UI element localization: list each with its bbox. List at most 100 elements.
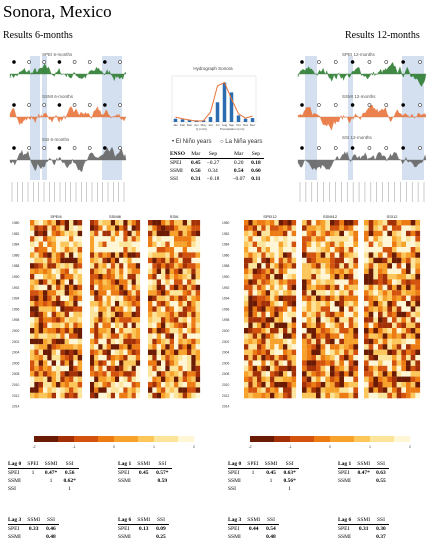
heatmap-cell (152, 220, 157, 226)
heatmap-cell (156, 230, 162, 237)
enso-year-marker (317, 60, 321, 64)
heatmap-cell (270, 344, 275, 350)
heatmap-cell (90, 301, 95, 307)
heatmap-cell (387, 328, 393, 334)
heatmap-cell (148, 387, 153, 393)
heatmap-cell (373, 306, 379, 312)
heatmap-cell (30, 257, 35, 264)
heatmap-cell (156, 279, 162, 285)
heatmap-cell (169, 328, 175, 334)
heatmap-cell (320, 311, 326, 318)
heatmap-cell (56, 349, 61, 356)
heatmap-cell (135, 333, 141, 339)
heatmap-year-label: 2012 (222, 394, 230, 398)
heatmap-cell (131, 301, 136, 307)
heatmap-cell (51, 268, 57, 275)
heatmap-cell (106, 230, 111, 237)
heatmap-cell (152, 355, 157, 361)
heatmap-cell (51, 241, 57, 248)
heatmap-cell (73, 311, 78, 318)
heatmap-cell (306, 344, 312, 350)
heatmap-cell (135, 306, 141, 312)
heatmap-cell (344, 268, 349, 275)
heatmap-cell (265, 392, 271, 399)
heatmap-cell (325, 355, 331, 361)
heatmap-cell (311, 376, 317, 383)
heatmap-cell (187, 387, 192, 393)
heatmap-cell (156, 295, 162, 302)
heatmap-cell (406, 274, 411, 280)
heatmap-cell (182, 344, 188, 350)
heatmap-cell (392, 225, 397, 231)
heatmap-cell (334, 252, 340, 258)
heatmap-cell (306, 376, 312, 383)
heatmap-year-label: 1998 (222, 318, 230, 322)
heatmap-cell (325, 268, 331, 275)
heatmap-cell (106, 236, 111, 242)
heatmap-cell (316, 230, 321, 237)
heatmap-cell (127, 284, 132, 291)
ts-series-1 (9, 106, 127, 126)
heatmap-cell (98, 365, 103, 372)
heatmap-cell (69, 311, 74, 318)
heatmap-cell (339, 236, 345, 242)
heatmap-cell (182, 236, 188, 242)
heatmap-cell (148, 220, 153, 226)
heatmap-cell (161, 306, 166, 312)
heatmap-cell (287, 252, 292, 258)
heatmap-cell (47, 306, 52, 312)
heatmap-cell (291, 252, 297, 258)
enso-year-marker (87, 103, 92, 107)
heatmap-cell (43, 295, 48, 302)
heatmap-cell (244, 371, 249, 377)
corr-cell: 0.37 (376, 534, 386, 540)
heatmap-cell (368, 333, 374, 339)
heatmap-cell (368, 344, 374, 350)
heatmap-cell (415, 322, 421, 329)
heatmap-cell (382, 371, 388, 377)
heatmap-cell (191, 317, 196, 323)
heatmap-cell (34, 322, 39, 329)
heatmap-cell (410, 257, 416, 264)
heatmap-cell (278, 328, 284, 334)
heatmap-cell (38, 360, 44, 366)
heatmap-cell (187, 241, 192, 248)
heatmap-cell (291, 225, 297, 231)
heatmap-cell (119, 252, 124, 258)
heatmap-cell (261, 257, 266, 264)
heatmap-cell (47, 360, 52, 366)
heatmap-cell (51, 355, 57, 361)
heatmap-cell (348, 333, 354, 339)
heatmap-cell (270, 376, 275, 383)
heatmap-cell (387, 306, 393, 312)
heatmap-cell (330, 344, 335, 350)
heatmap-year-label: 1992 (222, 286, 230, 290)
heatmap-cell (368, 284, 374, 291)
heatmap-cell (330, 257, 335, 264)
heatmap-cell (102, 306, 107, 312)
corr-cell: SSMI (228, 478, 241, 484)
heatmap-year-label: 2000 (222, 329, 230, 333)
heatmap-cell (257, 360, 262, 366)
heatmap-cell (98, 371, 103, 377)
heatmap-cell (135, 392, 141, 399)
heatmap-cell (127, 311, 132, 318)
color-scale-swatch (346, 436, 355, 442)
heatmap-cell (401, 284, 407, 291)
hydrograph-svg: Jan Feb Mar Apr May Jun Jul Aug Sep Oct Nov Dec (171, 75, 257, 127)
heatmap-cell (410, 349, 416, 356)
color-scale-swatch (42, 436, 51, 442)
heatmap-cell (302, 311, 307, 318)
heatmap-cell (34, 360, 39, 366)
heatmap-cell (265, 301, 271, 307)
heatmap-cell (248, 382, 253, 388)
heatmap-cell (291, 290, 297, 296)
heatmap-cell (364, 279, 369, 285)
corr-head-cell: SSMI (354, 460, 374, 469)
heatmap-cell (94, 274, 99, 280)
heatmap-cell (348, 371, 354, 377)
heatmap-cell (178, 220, 183, 226)
heatmap-cell (325, 371, 331, 377)
heatmap-cell (344, 220, 349, 226)
heatmap-cell (51, 295, 57, 302)
